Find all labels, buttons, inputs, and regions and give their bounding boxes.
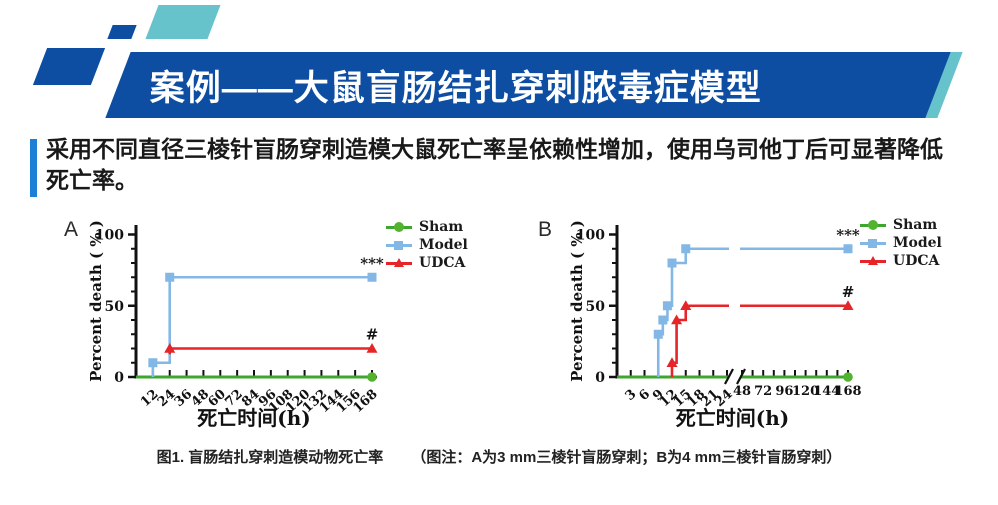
legend-marker xyxy=(394,222,404,232)
marker-triangle-udca xyxy=(666,357,678,367)
marker-square-model xyxy=(681,244,691,254)
marker-square-model xyxy=(843,244,853,254)
marker-square-model xyxy=(367,272,377,282)
legend-item-sham: Sham xyxy=(860,216,942,233)
circle-marker-icon xyxy=(386,221,412,233)
decorative-parallelogram-blue xyxy=(32,48,106,85)
x-tick-label: 6 xyxy=(636,387,653,404)
legend-item-udca: UDCA xyxy=(860,252,942,269)
intro-line-2: 死亡率。 xyxy=(46,167,138,193)
legend-marker xyxy=(868,220,878,230)
series-line-udca xyxy=(168,347,372,355)
legend-label: Sham xyxy=(893,216,938,233)
series-line-model xyxy=(151,275,372,377)
decorative-parallelogram-teal xyxy=(145,5,221,39)
marker-square-model xyxy=(165,272,175,282)
y-tick-label: 50 xyxy=(105,299,125,315)
y-axis-title: Percent death ( % ) xyxy=(568,220,586,382)
square-marker-icon xyxy=(860,237,886,249)
y-tick-label: 100 xyxy=(576,228,605,244)
marker-circle-sham xyxy=(367,372,377,382)
x-tick-label: 3 xyxy=(623,387,640,404)
y-axis-title: Percent death ( % ) xyxy=(87,220,105,382)
decorative-parallelogram-small xyxy=(107,25,137,39)
significance-annotation: *** xyxy=(360,254,384,272)
page-title: 案例——大鼠盲肠结扎穿刺脓毒症模型 xyxy=(150,68,763,108)
legend-marker xyxy=(868,255,878,265)
x-tick-label: 168 xyxy=(834,384,861,399)
legend-label: UDCA xyxy=(893,252,940,269)
legend-a: Sham Model UDCA xyxy=(386,218,468,271)
legend-label: Model xyxy=(893,234,942,251)
marker-triangle-udca xyxy=(842,300,854,310)
significance-annotation: # xyxy=(842,283,855,301)
marker-square-model xyxy=(653,329,663,339)
y-tick-label: 50 xyxy=(586,299,606,315)
x-tick-label: 48 xyxy=(733,384,751,399)
significance-annotation: # xyxy=(366,326,379,344)
y-tick-label: 0 xyxy=(595,370,605,386)
figure-caption: 图1. 盲肠结扎穿刺造模动物死亡率 （图注：A为3 mm三棱针盲肠穿刺；B为4 … xyxy=(0,446,998,467)
intro-line-1: 采用不同直径三棱针盲肠穿刺造模大鼠死亡率呈依赖性增加，使用乌司他丁后可显著降低 xyxy=(46,136,943,162)
figure-caption-title: 图1. 盲肠结扎穿刺造模动物死亡率 xyxy=(156,449,384,466)
marker-square-model xyxy=(658,315,668,325)
y-tick-label: 0 xyxy=(114,370,124,386)
marker-triangle-udca xyxy=(366,343,378,353)
marker-triangle-udca xyxy=(680,300,692,310)
legend-marker xyxy=(394,257,404,267)
panel-label-b: B xyxy=(538,218,553,241)
legend-item-sham: Sham xyxy=(386,218,468,235)
marker-triangle-udca xyxy=(164,343,176,353)
chart-a: 0501001224364860728496108120132144156168… xyxy=(87,220,384,430)
legend-item-udca: UDCA xyxy=(386,254,468,271)
y-tick-label: 100 xyxy=(95,228,124,244)
title-banner: 案例——大鼠盲肠结扎穿刺脓毒症模型 xyxy=(105,52,951,118)
x-axis-title: 死亡时间(h) xyxy=(197,406,310,430)
marker-square-model xyxy=(662,301,672,311)
intro-text: 采用不同直径三棱针盲肠穿刺造模大鼠死亡率呈依赖性增加，使用乌司他丁后可显著降低 … xyxy=(46,134,976,196)
triangle-marker-icon xyxy=(386,257,412,269)
legend-marker xyxy=(868,238,877,248)
x-tick-label: 96 xyxy=(775,384,793,399)
marker-triangle-udca xyxy=(671,314,683,325)
legend-item-model: Model xyxy=(386,236,468,253)
legend-b: Sham Model UDCA xyxy=(860,216,942,269)
axis-break-slash xyxy=(724,368,734,385)
x-tick-label: 72 xyxy=(754,384,772,399)
axis-break-slash xyxy=(736,368,746,385)
x-tick-label: 120 xyxy=(792,384,819,399)
figure-caption-note: （图注：A为3 mm三棱针盲肠穿刺；B为4 mm三棱针盲肠穿刺） xyxy=(411,449,842,466)
marker-square-model xyxy=(148,358,158,368)
legend-label: UDCA xyxy=(419,254,466,271)
legend-label: Model xyxy=(419,236,468,253)
triangle-marker-icon xyxy=(860,255,886,267)
x-tick-label: 144 xyxy=(813,384,840,399)
legend-item-model: Model xyxy=(860,234,942,251)
legend-label: Sham xyxy=(419,218,464,235)
significance-annotation: *** xyxy=(836,226,860,244)
x-axis-title: 死亡时间(h) xyxy=(676,406,789,430)
legend-marker xyxy=(394,240,403,250)
marker-square-model xyxy=(667,258,677,268)
marker-circle-sham xyxy=(843,372,853,382)
circle-marker-icon xyxy=(860,219,886,231)
square-marker-icon xyxy=(386,239,412,251)
panel-label-a: A xyxy=(64,218,79,241)
intro-accent-bar xyxy=(30,139,37,197)
series-line-udca xyxy=(670,304,848,377)
